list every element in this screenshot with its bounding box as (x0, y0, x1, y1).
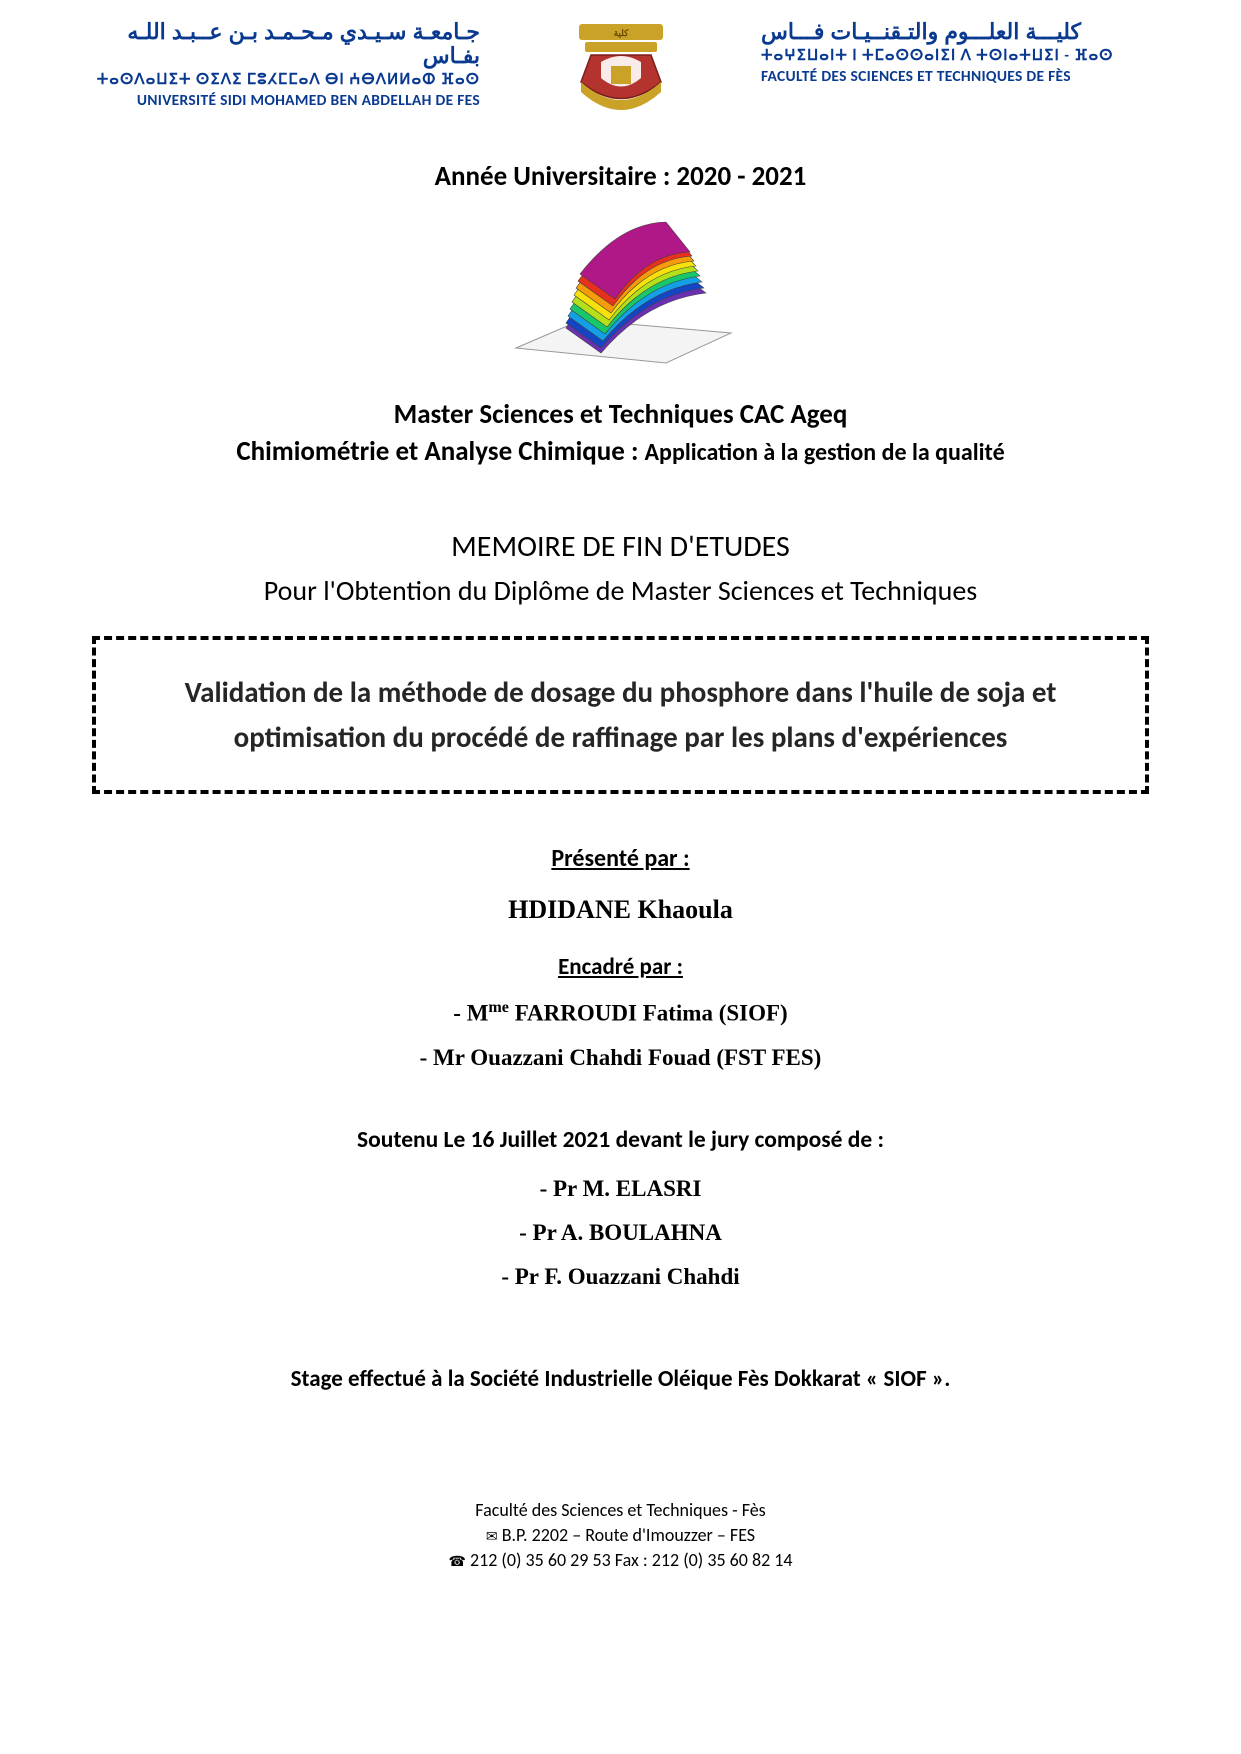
footer-line-2: ✉ B.P. 2202 – Route d'Imouzzer – FES (80, 1523, 1161, 1548)
master-line2-bold: Chimiométrie et Analyse Chimique : (236, 435, 644, 468)
presented-by-label: Présenté par : (80, 844, 1161, 873)
svg-text:كلية: كلية (613, 28, 629, 39)
header-right-arabic: كليـــة العلـــوم والتـقنــيـات فـــاس (761, 20, 1171, 44)
footer-l2-text: B.P. 2202 – Route d'Imouzzer – FES (502, 1524, 755, 1546)
rainbow-surface-icon (506, 208, 736, 368)
page: جـامعـة سـيـدي مـحـمـد بـن عــبـد اللـه … (0, 0, 1241, 1613)
memoire-heading: MEMOIRE DE FIN D'ETUDES (80, 528, 1161, 565)
jury-member-3: - Pr F. Ouazzani Chahdi (80, 1264, 1161, 1290)
supervised-by-label: Encadré par : (80, 953, 1161, 981)
sup1-prefix: - M (453, 1001, 488, 1026)
sup1-rest: FARROUDI Fatima (SIOF) (509, 1001, 788, 1026)
phone-icon: ☎ (448, 1553, 465, 1570)
jury-member-2: - Pr A. BOULAHNA (80, 1220, 1161, 1246)
footer-line-1: Faculté des Sciences et Techniques - Fès (80, 1498, 1161, 1523)
university-logo: كلية (561, 20, 681, 130)
thesis-title-box: Validation de la méthode de dosage du ph… (92, 636, 1149, 794)
header-left: جـامعـة سـيـدي مـحـمـد بـن عــبـد اللـه … (70, 20, 480, 110)
page-footer: Faculté des Sciences et Techniques - Fès… (80, 1498, 1161, 1574)
supervisor-2: - Mr Ouazzani Chahdi Fouad (FST FES) (80, 1045, 1161, 1071)
surface-plot-illustration (80, 208, 1161, 373)
internship-line: Stage effectué à la Société Industrielle… (80, 1365, 1161, 1393)
master-line2-sub: Application à la gestion de la qualité (645, 438, 1005, 467)
defense-line: Soutenu Le 16 Juillet 2021 devant le jur… (80, 1126, 1161, 1154)
author-name: HDIDANE Khaoula (80, 895, 1161, 925)
sup2-rest: (FST FES) (716, 1045, 821, 1070)
header-left-tifinagh: ⵜⴰⵙⴷⴰⵡⵉⵜ ⵙⵉⴷⵉ ⵎⵓⵃⵎⵎⴰⴷ ⴱⵏ ⵄⴱⴷⵍⵍⴰⵀ ⴼⴰⵙ (70, 70, 480, 89)
header-left-arabic: جـامعـة سـيـدي مـحـمـد بـن عــبـد اللـه … (70, 20, 480, 68)
header-right: كليـــة العلـــوم والتـقنــيـات فـــاس ⵜ… (761, 20, 1171, 86)
header-right-french: FACULTÉ DES SCIENCES ET TECHNIQUES DE FÈ… (761, 67, 1171, 86)
thesis-title: Validation de la méthode de dosage du ph… (126, 670, 1115, 760)
master-program-line2: Chimiométrie et Analyse Chimique : Appli… (80, 435, 1161, 468)
sup2-prefix: - Mr Ouazzani Chahdi Fouad (420, 1045, 717, 1070)
footer-line-3: ☎ 212 (0) 35 60 29 53 Fax : 212 (0) 35 6… (80, 1548, 1161, 1573)
university-crest-icon: كلية (571, 20, 671, 130)
memoire-subheading: Pour l'Obtention du Diplôme de Master Sc… (80, 573, 1161, 608)
sup1-sup: me (488, 999, 509, 1016)
mail-icon: ✉ (486, 1528, 498, 1545)
header-left-french: UNIVERSITÉ SIDI MOHAMED BEN ABDELLAH DE … (70, 91, 480, 110)
page-header: جـامعـة سـيـدي مـحـمـد بـن عــبـد اللـه … (70, 20, 1171, 130)
jury-member-1: - Pr M. ELASRI (80, 1176, 1161, 1202)
header-right-tifinagh: ⵜⴰⵖⵉⵡⴰⵏⵜ ⵏ ⵜⵎⴰⵙⵙⴰⵏⵉⵏ ⴷ ⵜⵙⵏⴰⵜⵡⵉⵏ - ⴼⴰⵙ (761, 46, 1171, 65)
supervisor-1: - Mme FARROUDI Fatima (SIOF) (80, 999, 1161, 1027)
master-program-line1: Master Sciences et Techniques CAC Ageq (80, 398, 1161, 431)
academic-year: Année Universitaire : 2020 - 2021 (80, 160, 1161, 193)
footer-l3-text: 212 (0) 35 60 29 53 Fax : 212 (0) 35 60 … (470, 1549, 793, 1571)
